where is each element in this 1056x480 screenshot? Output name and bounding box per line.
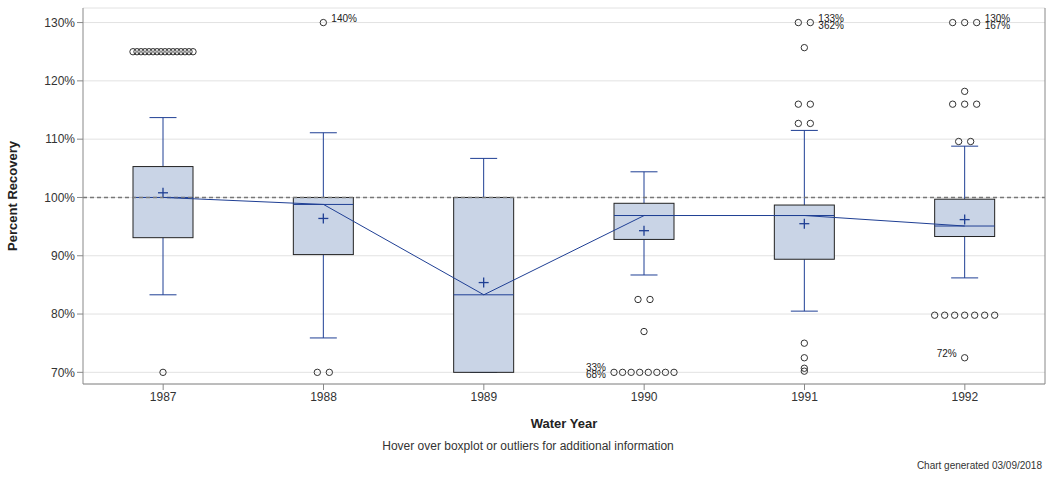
svg-text:33%: 33% — [586, 362, 606, 374]
svg-text:1992: 1992 — [951, 390, 978, 404]
svg-text:110%: 110% — [45, 132, 75, 146]
svg-text:167%: 167% — [985, 20, 1011, 31]
html-text:Chart generated 03/09/2018: Chart generated 03/09/2018 — [916, 460, 1042, 471]
svg-text:362%: 362% — [818, 20, 844, 31]
svg-text:1988: 1988 — [310, 390, 337, 404]
svg-text:1989: 1989 — [470, 390, 497, 404]
html-text:Hover over boxplot or outliers: Hover over boxplot or outliers for addit… — [382, 439, 674, 453]
svg-text:120%: 120% — [44, 74, 75, 88]
svg-text:68%: 68% — [586, 369, 606, 380]
svg-text:80%: 80% — [51, 307, 75, 321]
svg-text:1987: 1987 — [150, 390, 177, 404]
svg-text:1991: 1991 — [791, 390, 818, 404]
svg-text:130%: 130% — [984, 12, 1011, 24]
svg-text:Percent Recovery: Percent Recovery — [8, 140, 20, 251]
svg-text:70%: 70% — [51, 366, 75, 380]
svg-text:1990: 1990 — [631, 390, 658, 404]
svg-text:Water Year: Water Year — [531, 416, 598, 431]
svg-text:100%: 100% — [44, 191, 75, 205]
svg-text:90%: 90% — [51, 249, 75, 263]
svg-text:72%: 72% — [937, 348, 957, 359]
svg-text:133%: 133% — [818, 12, 844, 24]
svg-text:140%: 140% — [331, 13, 357, 24]
svg-text:130%: 130% — [44, 16, 75, 30]
